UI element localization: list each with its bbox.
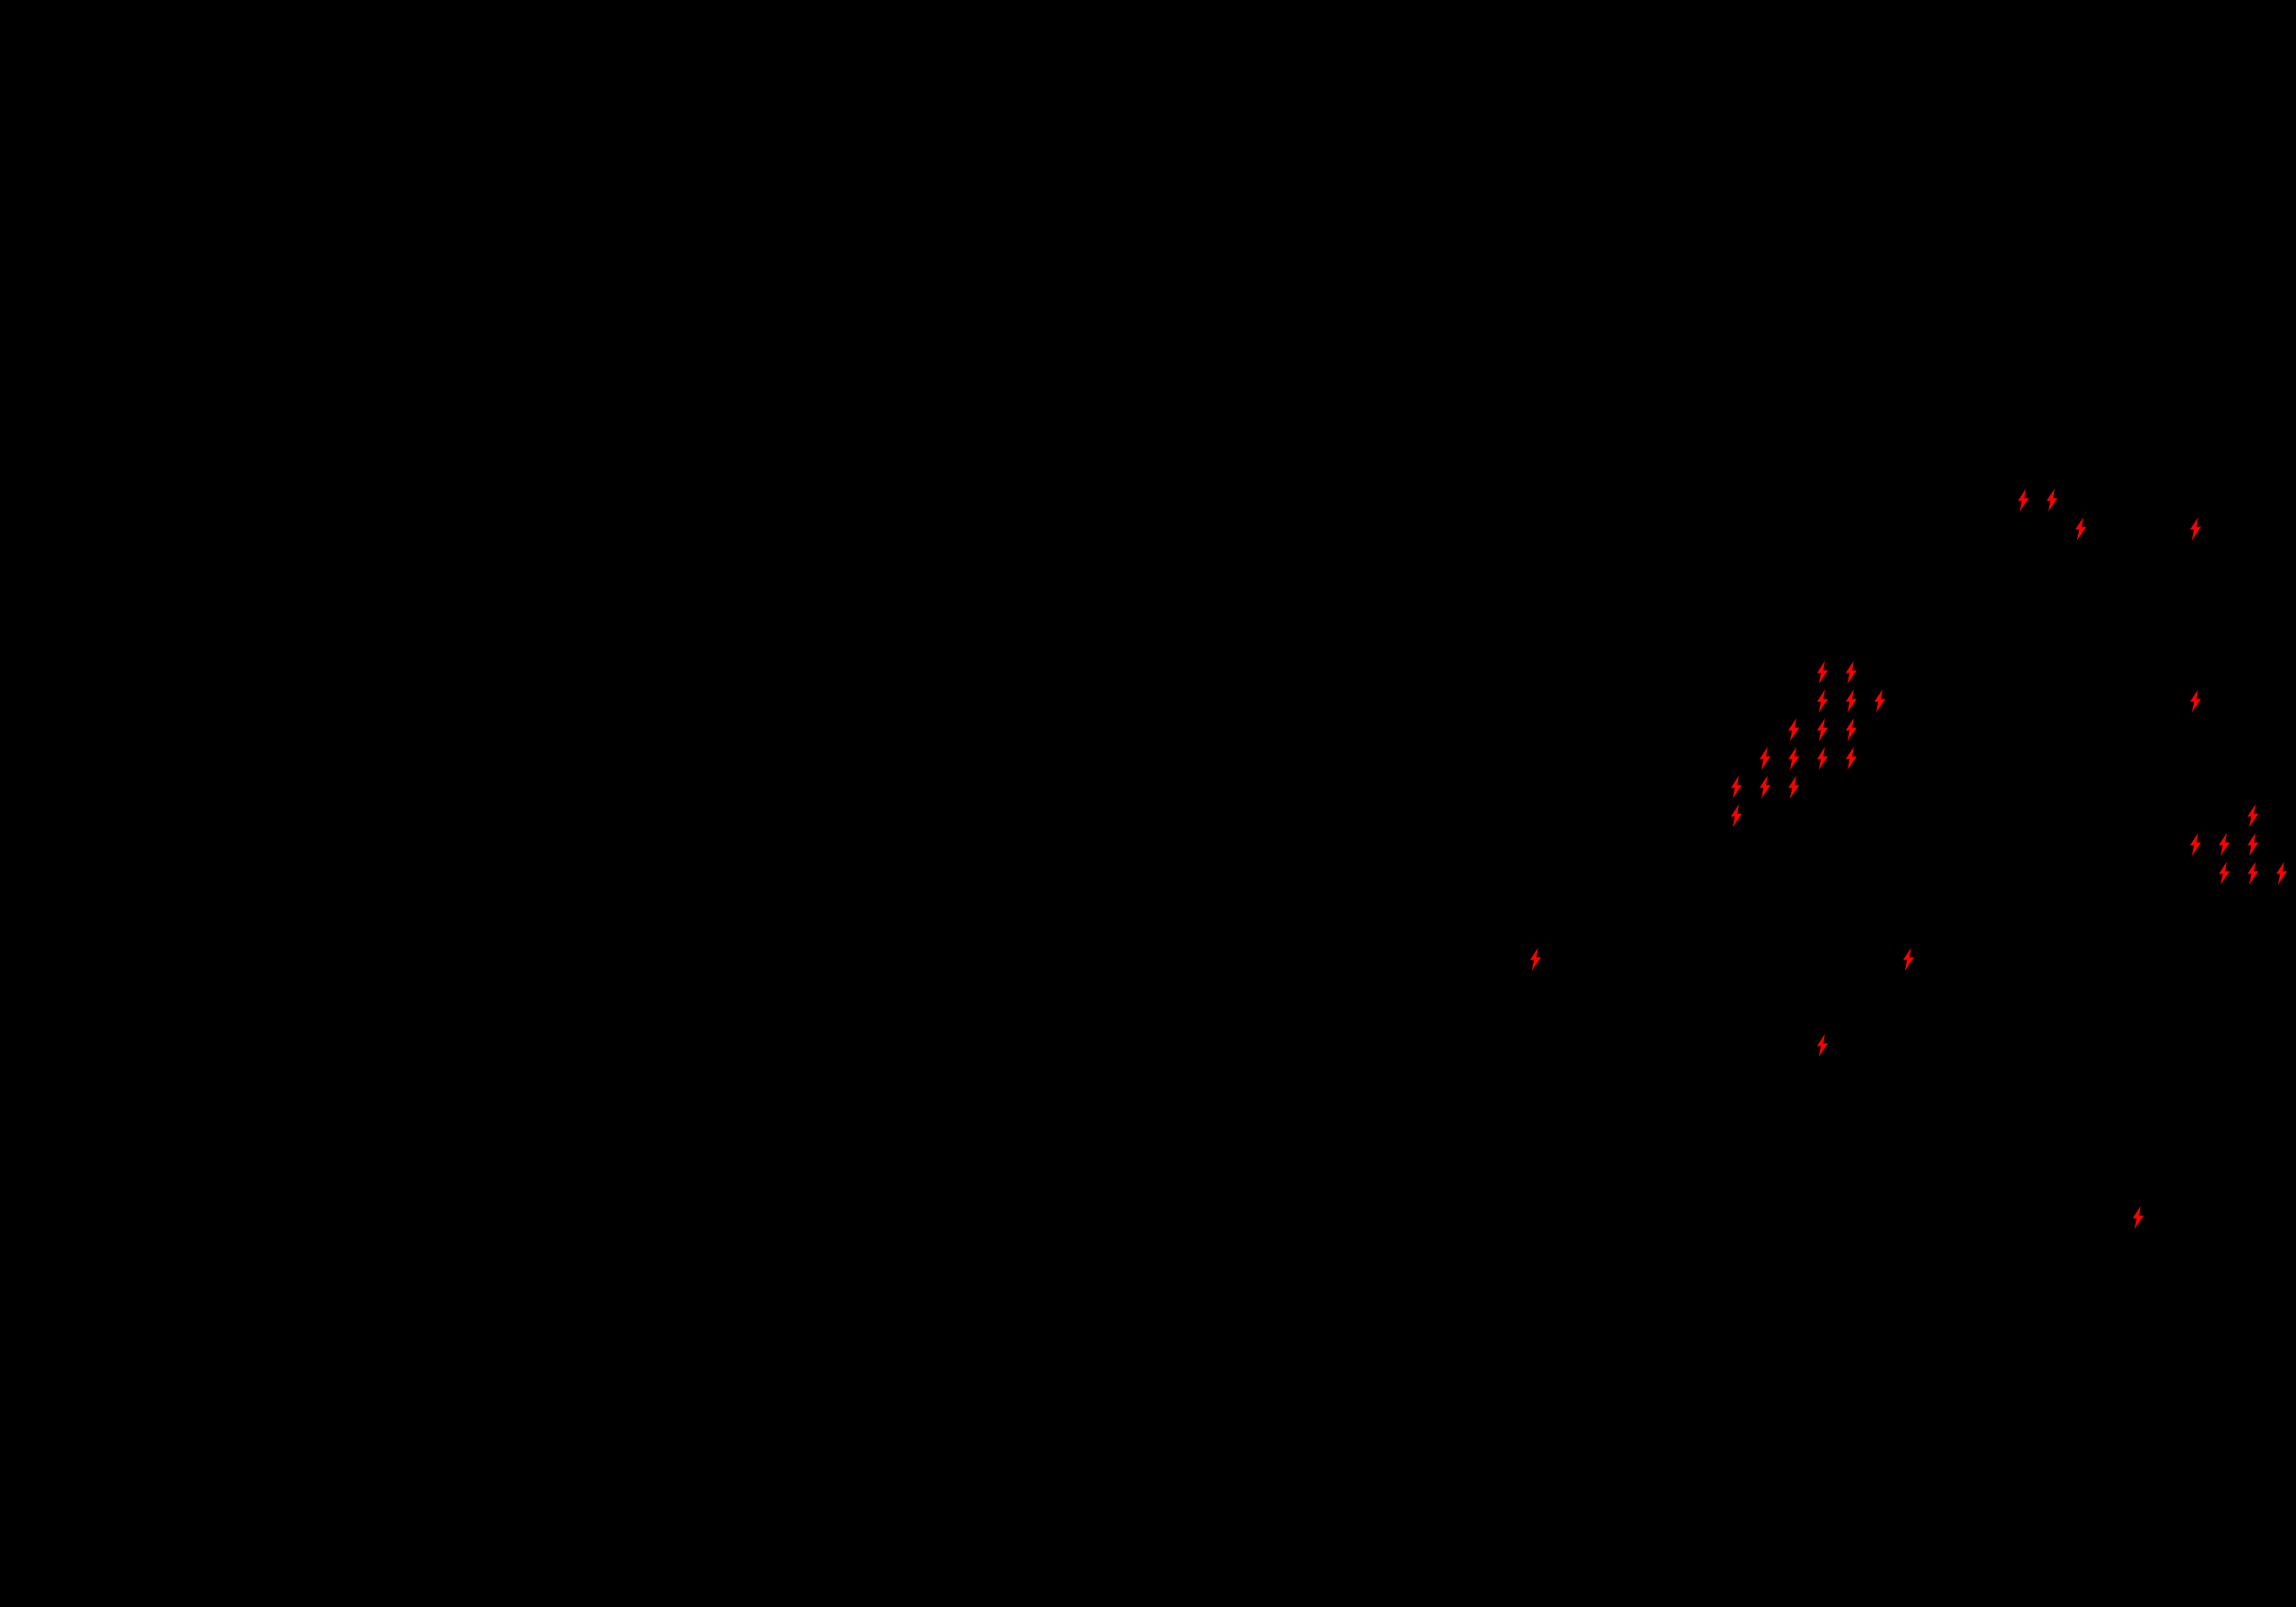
lightning-strike-marker[interactable] — [1845, 689, 1858, 714]
lightning-bolt-icon — [2074, 517, 2087, 541]
lightning-bolt-icon — [1845, 660, 1857, 684]
lightning-strike-marker[interactable] — [1529, 947, 1543, 972]
lightning-strike-marker[interactable] — [2017, 488, 2031, 513]
lightning-strike-marker[interactable] — [2247, 804, 2260, 829]
lightning-bolt-icon — [1816, 660, 1829, 684]
lightning-strike-marker[interactable] — [1816, 689, 1830, 714]
lightning-strike-marker[interactable] — [1845, 746, 1858, 771]
lightning-bolt-icon — [2189, 689, 2202, 713]
lightning-bolt-icon — [1816, 717, 1829, 742]
lightning-bolt-icon — [1730, 775, 1743, 799]
lightning-strike-marker[interactable] — [1816, 746, 1830, 771]
lightning-strike-marker[interactable] — [1816, 717, 1830, 743]
lightning-bolt-icon — [2247, 861, 2259, 885]
lightning-strike-marker[interactable] — [1874, 689, 1887, 714]
lightning-strike-marker[interactable] — [1845, 717, 1858, 743]
lightning-bolt-icon — [2218, 832, 2231, 856]
lightning-bolt-icon — [2017, 488, 2030, 512]
lightning-bolt-icon — [2046, 488, 2058, 512]
lightning-bolt-icon — [1730, 804, 1743, 828]
lightning-strike-marker[interactable] — [1816, 660, 1830, 685]
lightning-bolt-icon — [2247, 832, 2259, 856]
lightning-bolt-icon — [2247, 804, 2259, 828]
lightning-strike-marker[interactable] — [1787, 746, 1801, 771]
lightning-strike-marker[interactable] — [1845, 660, 1858, 685]
lightning-strike-marker[interactable] — [1787, 717, 1801, 743]
lightning-strike-marker[interactable] — [1902, 947, 1916, 972]
lightning-bolt-icon — [1845, 746, 1857, 770]
lightning-bolt-icon — [1902, 947, 1915, 971]
lightning-bolt-icon — [1787, 746, 1800, 770]
lightning-strike-marker[interactable] — [1759, 746, 1772, 771]
lightning-bolt-icon — [1529, 947, 1542, 971]
lightning-strike-marker[interactable] — [2218, 832, 2231, 857]
lightning-strike-marker[interactable] — [2275, 861, 2289, 886]
lightning-strike-marker[interactable] — [2247, 832, 2260, 857]
lightning-bolt-icon — [1816, 746, 1829, 770]
lightning-strike-marker[interactable] — [2074, 517, 2088, 542]
lightning-bolt-icon — [1787, 717, 1800, 742]
lightning-bolt-icon — [2275, 861, 2288, 885]
lightning-bolt-icon — [2132, 1205, 2144, 1229]
lightning-bolt-icon — [1759, 746, 1771, 770]
lightning-bolt-icon — [1787, 775, 1800, 799]
lightning-bolt-icon — [2189, 517, 2202, 541]
lightning-bolt-icon — [2189, 832, 2202, 856]
lightning-strike-marker[interactable] — [2247, 861, 2260, 886]
lightning-bolt-icon — [1874, 689, 1886, 713]
lightning-bolt-icon — [1816, 1033, 1829, 1057]
lightning-strike-marker[interactable] — [2189, 832, 2203, 857]
lightning-strike-marker[interactable] — [1730, 804, 1744, 829]
lightning-strike-marker[interactable] — [2218, 861, 2231, 886]
lightning-bolt-icon — [1759, 775, 1771, 799]
lightning-bolt-icon — [1816, 689, 1829, 713]
lightning-strike-marker[interactable] — [1730, 775, 1744, 800]
lightning-bolt-icon — [1845, 717, 1857, 742]
lightning-bolt-icon — [1845, 689, 1857, 713]
lightning-strike-marker[interactable] — [1816, 1033, 1830, 1058]
lightning-strike-marker[interactable] — [2189, 689, 2203, 714]
lightning-bolt-icon — [2218, 861, 2231, 885]
lightning-strike-marker[interactable] — [2189, 517, 2203, 542]
lightning-strike-marker[interactable] — [1759, 775, 1772, 800]
lightning-strike-marker[interactable] — [2132, 1205, 2145, 1230]
lightning-strike-marker[interactable] — [1787, 775, 1801, 800]
lightning-strike-marker[interactable] — [2046, 488, 2059, 513]
